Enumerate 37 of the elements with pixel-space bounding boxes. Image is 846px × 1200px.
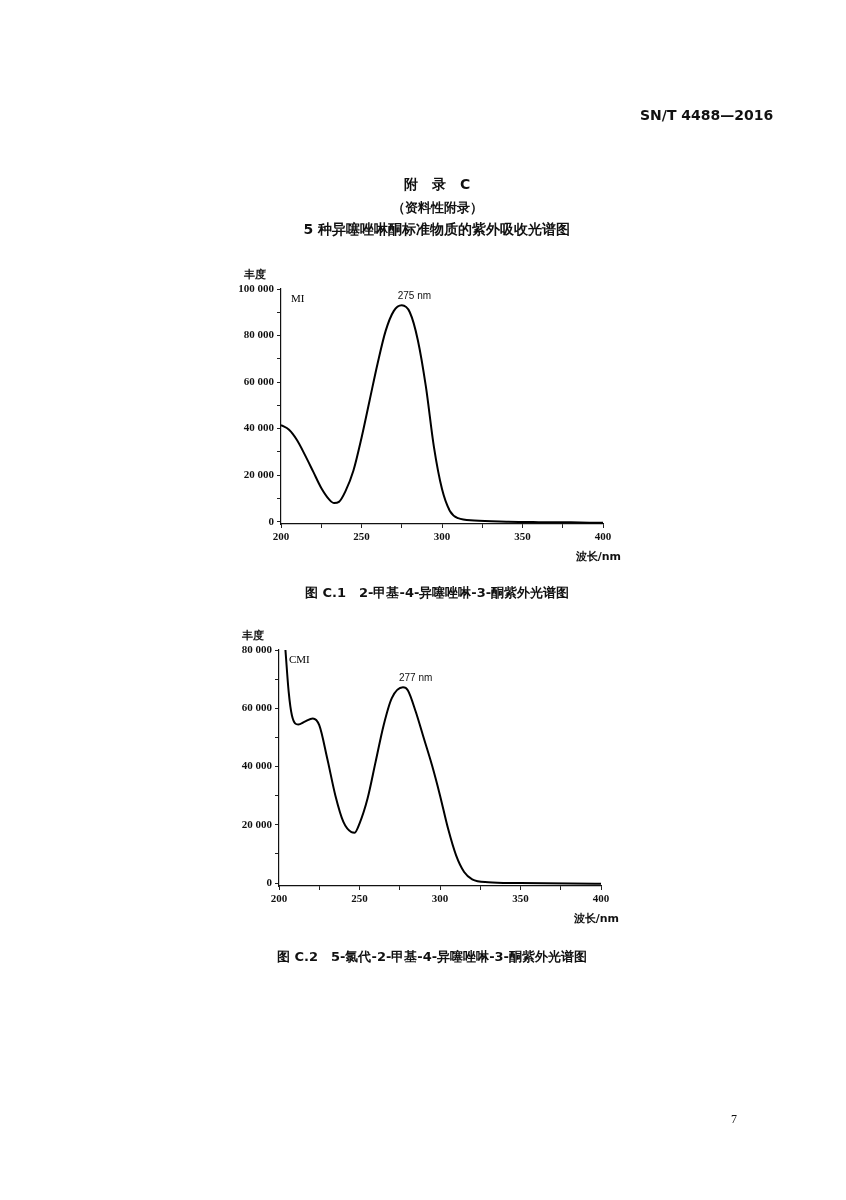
x-tick-label: 350 <box>512 892 530 905</box>
text: 图 C.2 5-氯代-2-甲基-4-异噻唑啉-3-酮紫外光谱图 <box>277 948 588 966</box>
y-tick-label: 60 000 <box>243 374 275 387</box>
y-tick-label: 40 000 <box>243 421 275 434</box>
line-series <box>284 650 601 885</box>
y-tick-label: 0 <box>268 514 275 527</box>
y-axis-title: 丰度 <box>243 268 266 282</box>
y-tick-label: 80 000 <box>243 328 275 341</box>
x-tick-label: 300 <box>433 530 451 543</box>
y-tick-label: 100 000 <box>238 281 275 294</box>
text: SN/T 4488—2016 <box>640 107 774 123</box>
x-tick-label: 200 <box>270 892 288 905</box>
x-tick-label: 300 <box>431 892 449 905</box>
y-axis-title: 丰度 <box>241 629 264 643</box>
chart-subtitle: （资料性附录） <box>391 199 483 217</box>
y-tick-label: 20 000 <box>243 467 275 480</box>
x-tick-label: 250 <box>351 892 369 905</box>
y-tick-label: 0 <box>266 875 273 888</box>
text: 图 C.1 2-甲基-4-异噻唑啉-3-酮紫外光谱图 <box>305 584 570 602</box>
x-tick-label: 250 <box>353 530 371 543</box>
x-axis-title: 波长/nm <box>574 550 621 564</box>
x-axis-title: 波长/nm <box>572 912 619 926</box>
x-tick-label: 200 <box>272 530 290 543</box>
y-tick-label: 60 000 <box>241 701 273 714</box>
y-tick-label: 80 000 <box>241 642 273 655</box>
y-tick-label: 40 000 <box>241 759 273 772</box>
annotation: 275 nm <box>397 290 432 302</box>
y-tick-label: 20 000 <box>241 817 273 830</box>
text: 7 <box>731 1112 737 1127</box>
text: 5 种异噻唑啉酮标准物质的紫外吸收光谱图 <box>303 221 571 239</box>
annotation: 277 nm <box>398 672 433 684</box>
x-tick-label: 400 <box>594 530 612 543</box>
series-label: CMI <box>289 653 311 666</box>
text: MI <box>291 292 305 305</box>
x-tick-label: 400 <box>592 892 610 905</box>
chart-title: 附 录 C <box>404 176 471 194</box>
x-tick-label: 350 <box>514 530 532 543</box>
